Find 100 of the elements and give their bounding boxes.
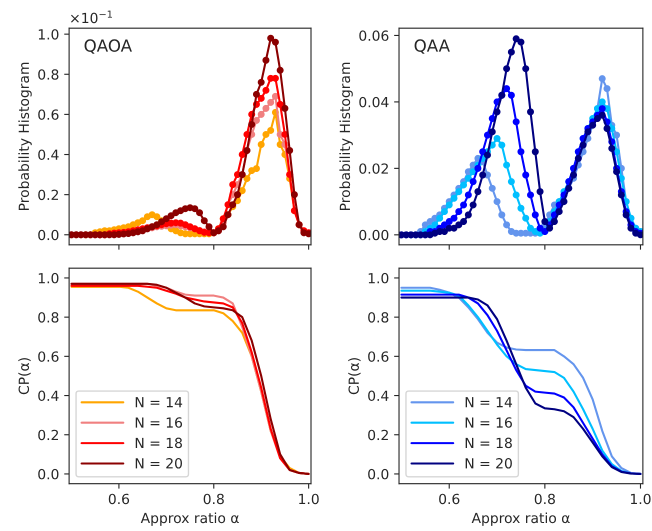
legend-label: N = 18	[466, 438, 512, 448]
point	[550, 218, 558, 226]
point	[618, 191, 625, 198]
y-tick-label: 0.0	[38, 230, 58, 240]
annotation: QAOA	[84, 39, 132, 54]
y-tick-label: 0.6	[38, 109, 59, 120]
point	[191, 205, 198, 212]
y-tick-label: 0.8	[368, 312, 388, 323]
point	[464, 191, 472, 198]
point	[598, 98, 606, 106]
point	[290, 191, 298, 198]
point	[532, 211, 539, 218]
point	[272, 38, 279, 46]
y-axis-title: CP(α)	[18, 358, 31, 394]
point	[460, 201, 468, 208]
x-tick-label: 0.8	[534, 494, 555, 504]
y-tick-label: 0.8	[38, 312, 58, 323]
y-tick-label: 0.2	[368, 430, 388, 440]
point	[267, 98, 274, 106]
point	[262, 86, 270, 94]
point	[503, 162, 510, 169]
point	[498, 211, 506, 218]
point	[517, 148, 524, 156]
y-tick-label: 0.6	[368, 351, 388, 362]
y-axis-title: Probability Histogram	[18, 62, 32, 210]
y-tick-label: 0.8	[38, 69, 58, 80]
point	[598, 112, 606, 119]
text: ×10$^{−1}$	[71, 10, 112, 24]
point	[627, 224, 634, 232]
point	[508, 92, 515, 99]
annotation: QAA	[414, 39, 450, 54]
point	[488, 128, 496, 136]
point	[281, 104, 288, 112]
point	[580, 142, 587, 149]
point	[508, 48, 515, 56]
point	[446, 218, 453, 226]
point	[604, 85, 610, 92]
point	[517, 204, 524, 212]
point	[494, 108, 501, 116]
y-tick-label: 0.6	[38, 351, 59, 362]
legend-label: N = 16	[136, 417, 182, 428]
legend-label: N = 16	[466, 417, 512, 428]
point	[276, 66, 284, 74]
point	[470, 178, 477, 186]
x-tick-label: 1.0	[299, 494, 319, 504]
point	[613, 168, 620, 176]
y-tick-label: 0.4	[38, 149, 59, 160]
point	[431, 221, 438, 228]
point	[536, 188, 544, 196]
point	[450, 214, 458, 222]
point	[494, 198, 501, 206]
point	[139, 217, 146, 224]
point	[474, 164, 482, 172]
point	[267, 34, 274, 42]
point	[440, 208, 448, 216]
point	[474, 188, 482, 196]
y-tick-label: 0.4	[368, 390, 389, 402]
point	[488, 184, 496, 192]
point	[196, 209, 204, 216]
point	[455, 188, 462, 196]
point	[574, 154, 582, 162]
point	[560, 198, 568, 206]
point	[517, 38, 524, 46]
point	[153, 213, 160, 220]
point	[262, 56, 270, 64]
y-tick-label: 0.2	[38, 430, 58, 440]
point	[252, 165, 260, 172]
point	[479, 172, 486, 178]
point	[206, 223, 213, 230]
point	[527, 108, 534, 116]
point	[455, 208, 462, 216]
point	[258, 141, 265, 148]
point	[512, 118, 520, 126]
point	[234, 191, 241, 198]
point	[436, 214, 444, 222]
point	[503, 221, 510, 228]
point	[532, 148, 539, 156]
y-tick-label: 0.0	[38, 468, 58, 480]
point	[503, 65, 510, 72]
x-tick-label: 0.6	[439, 494, 460, 504]
x-tick-label: 0.8	[204, 494, 224, 504]
point	[522, 172, 530, 178]
point	[508, 178, 515, 186]
point	[238, 151, 246, 158]
point	[446, 201, 453, 208]
point	[522, 65, 530, 72]
point	[598, 105, 606, 112]
point	[494, 134, 501, 142]
point	[229, 181, 236, 188]
point	[570, 172, 578, 178]
point	[470, 201, 477, 208]
legend-label: N = 20	[136, 458, 182, 469]
y-tick-label: 0.2	[38, 190, 58, 200]
point	[200, 217, 208, 224]
legend-label: N = 18	[136, 438, 182, 448]
point	[484, 152, 491, 159]
legend-label: N = 14	[466, 397, 512, 408]
point	[546, 224, 554, 232]
y-tick-label: 0.06	[359, 30, 388, 41]
point	[464, 211, 472, 218]
